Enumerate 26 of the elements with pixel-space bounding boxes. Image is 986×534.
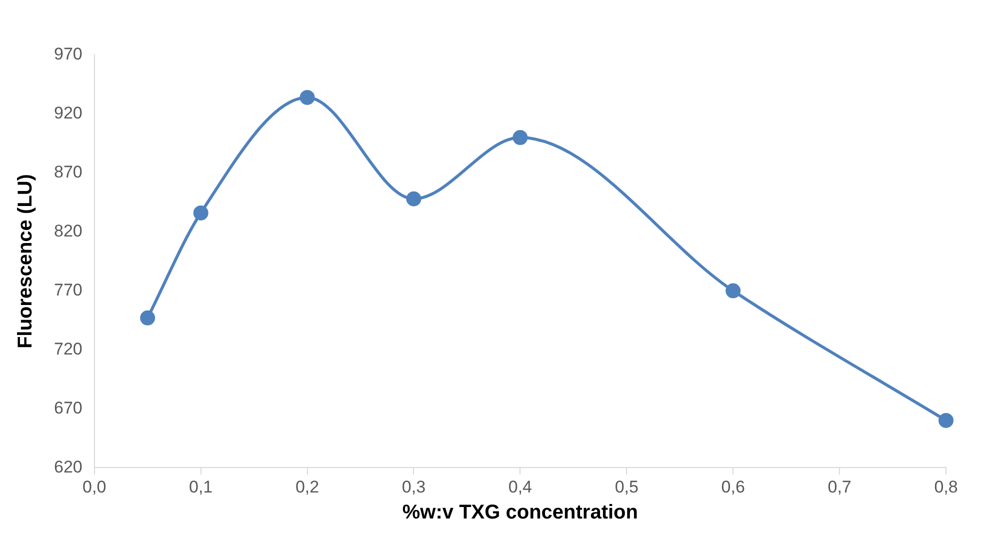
x-axis-title: %w:v TXG concentration [402,502,638,524]
y-tick-label: 970 [54,44,82,64]
y-tick-label: 670 [54,398,82,418]
x-tick-label: 0,6 [721,477,745,496]
x-tick-label: 0,7 [828,477,852,496]
y-tick-label: 920 [54,104,82,123]
y-tick-label: 870 [54,162,82,182]
point [193,205,208,220]
x-tick-label: 0,3 [402,477,426,496]
x-tick-label: 0,0 [82,477,106,496]
point [140,310,156,326]
y-tick-label: 770 [54,280,82,300]
y-tick-label: 820 [54,222,82,241]
point [406,191,422,206]
x-tick-label: 0,8 [934,477,958,496]
y-tick-label: 720 [54,339,82,358]
x-tick-label: 0,4 [508,477,532,496]
point [300,90,315,105]
x-tick-label: 0,2 [295,477,320,496]
point [512,130,528,146]
point [726,283,741,298]
point [938,412,954,428]
y-tick-label: 620 [54,457,82,476]
x-tick-label: 0,5 [614,477,638,496]
y-axis-title: Fluorescence (LU) [14,174,37,349]
x-tick-label: 0,1 [189,477,213,496]
